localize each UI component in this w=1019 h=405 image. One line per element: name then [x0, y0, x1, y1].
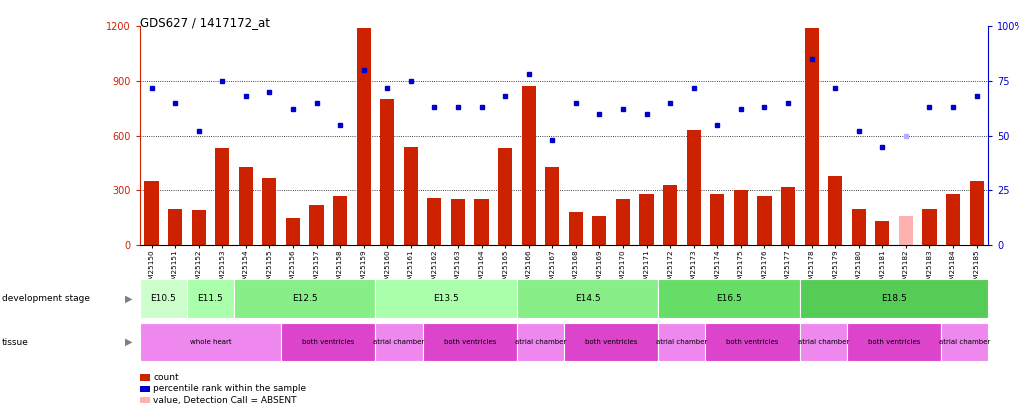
Text: E12.5: E12.5 [291, 294, 317, 303]
Bar [874, 221, 889, 245]
Bar [921, 209, 935, 245]
Bar [898, 216, 912, 245]
Bar [733, 190, 747, 245]
Text: percentile rank within the sample: percentile rank within the sample [153, 384, 306, 393]
Text: E18.5: E18.5 [880, 294, 906, 303]
Bar [309, 205, 323, 245]
Bar [804, 28, 818, 245]
Text: E11.5: E11.5 [198, 294, 223, 303]
Bar [285, 218, 300, 245]
Bar [945, 194, 959, 245]
Bar [404, 147, 418, 245]
Text: atrial chamber: atrial chamber [655, 339, 707, 345]
Text: ▶: ▶ [124, 337, 132, 347]
Bar [474, 200, 488, 245]
Bar [168, 209, 182, 245]
Bar [497, 149, 512, 245]
Bar [757, 196, 770, 245]
Text: GDS627 / 1417172_at: GDS627 / 1417172_at [140, 16, 269, 29]
Bar [592, 216, 606, 245]
Text: whole heart: whole heart [190, 339, 231, 345]
Bar [545, 167, 558, 245]
Text: atrial chamber: atrial chamber [797, 339, 848, 345]
Bar [827, 176, 842, 245]
Bar [192, 211, 206, 245]
Bar [427, 198, 441, 245]
Bar [357, 28, 370, 245]
Text: both ventricles: both ventricles [867, 339, 919, 345]
Text: tissue: tissue [2, 337, 29, 347]
Bar [380, 99, 394, 245]
Text: E14.5: E14.5 [575, 294, 600, 303]
Bar [709, 194, 723, 245]
Text: E16.5: E16.5 [715, 294, 741, 303]
Text: atrial chamber: atrial chamber [373, 339, 424, 345]
Bar [238, 167, 253, 245]
Bar [333, 196, 346, 245]
Text: E13.5: E13.5 [433, 294, 459, 303]
Bar [569, 212, 582, 245]
Bar [662, 185, 677, 245]
Bar [450, 200, 465, 245]
Text: ▶: ▶ [124, 294, 132, 304]
Bar [521, 86, 535, 245]
Text: both ventricles: both ventricles [726, 339, 779, 345]
Bar [215, 149, 229, 245]
Text: both ventricles: both ventricles [585, 339, 637, 345]
Bar [615, 200, 630, 245]
Text: value, Detection Call = ABSENT: value, Detection Call = ABSENT [153, 396, 297, 405]
Bar [969, 181, 982, 245]
Text: E10.5: E10.5 [150, 294, 176, 303]
Text: development stage: development stage [2, 294, 90, 303]
Bar [262, 177, 276, 245]
Bar [781, 187, 794, 245]
Bar [145, 181, 158, 245]
Text: atrial chamber: atrial chamber [938, 339, 989, 345]
Text: both ventricles: both ventricles [302, 339, 355, 345]
Text: count: count [153, 373, 178, 382]
Bar [686, 130, 700, 245]
Bar [851, 209, 865, 245]
Text: both ventricles: both ventricles [443, 339, 495, 345]
Text: atrial chamber: atrial chamber [515, 339, 566, 345]
Bar [639, 194, 653, 245]
